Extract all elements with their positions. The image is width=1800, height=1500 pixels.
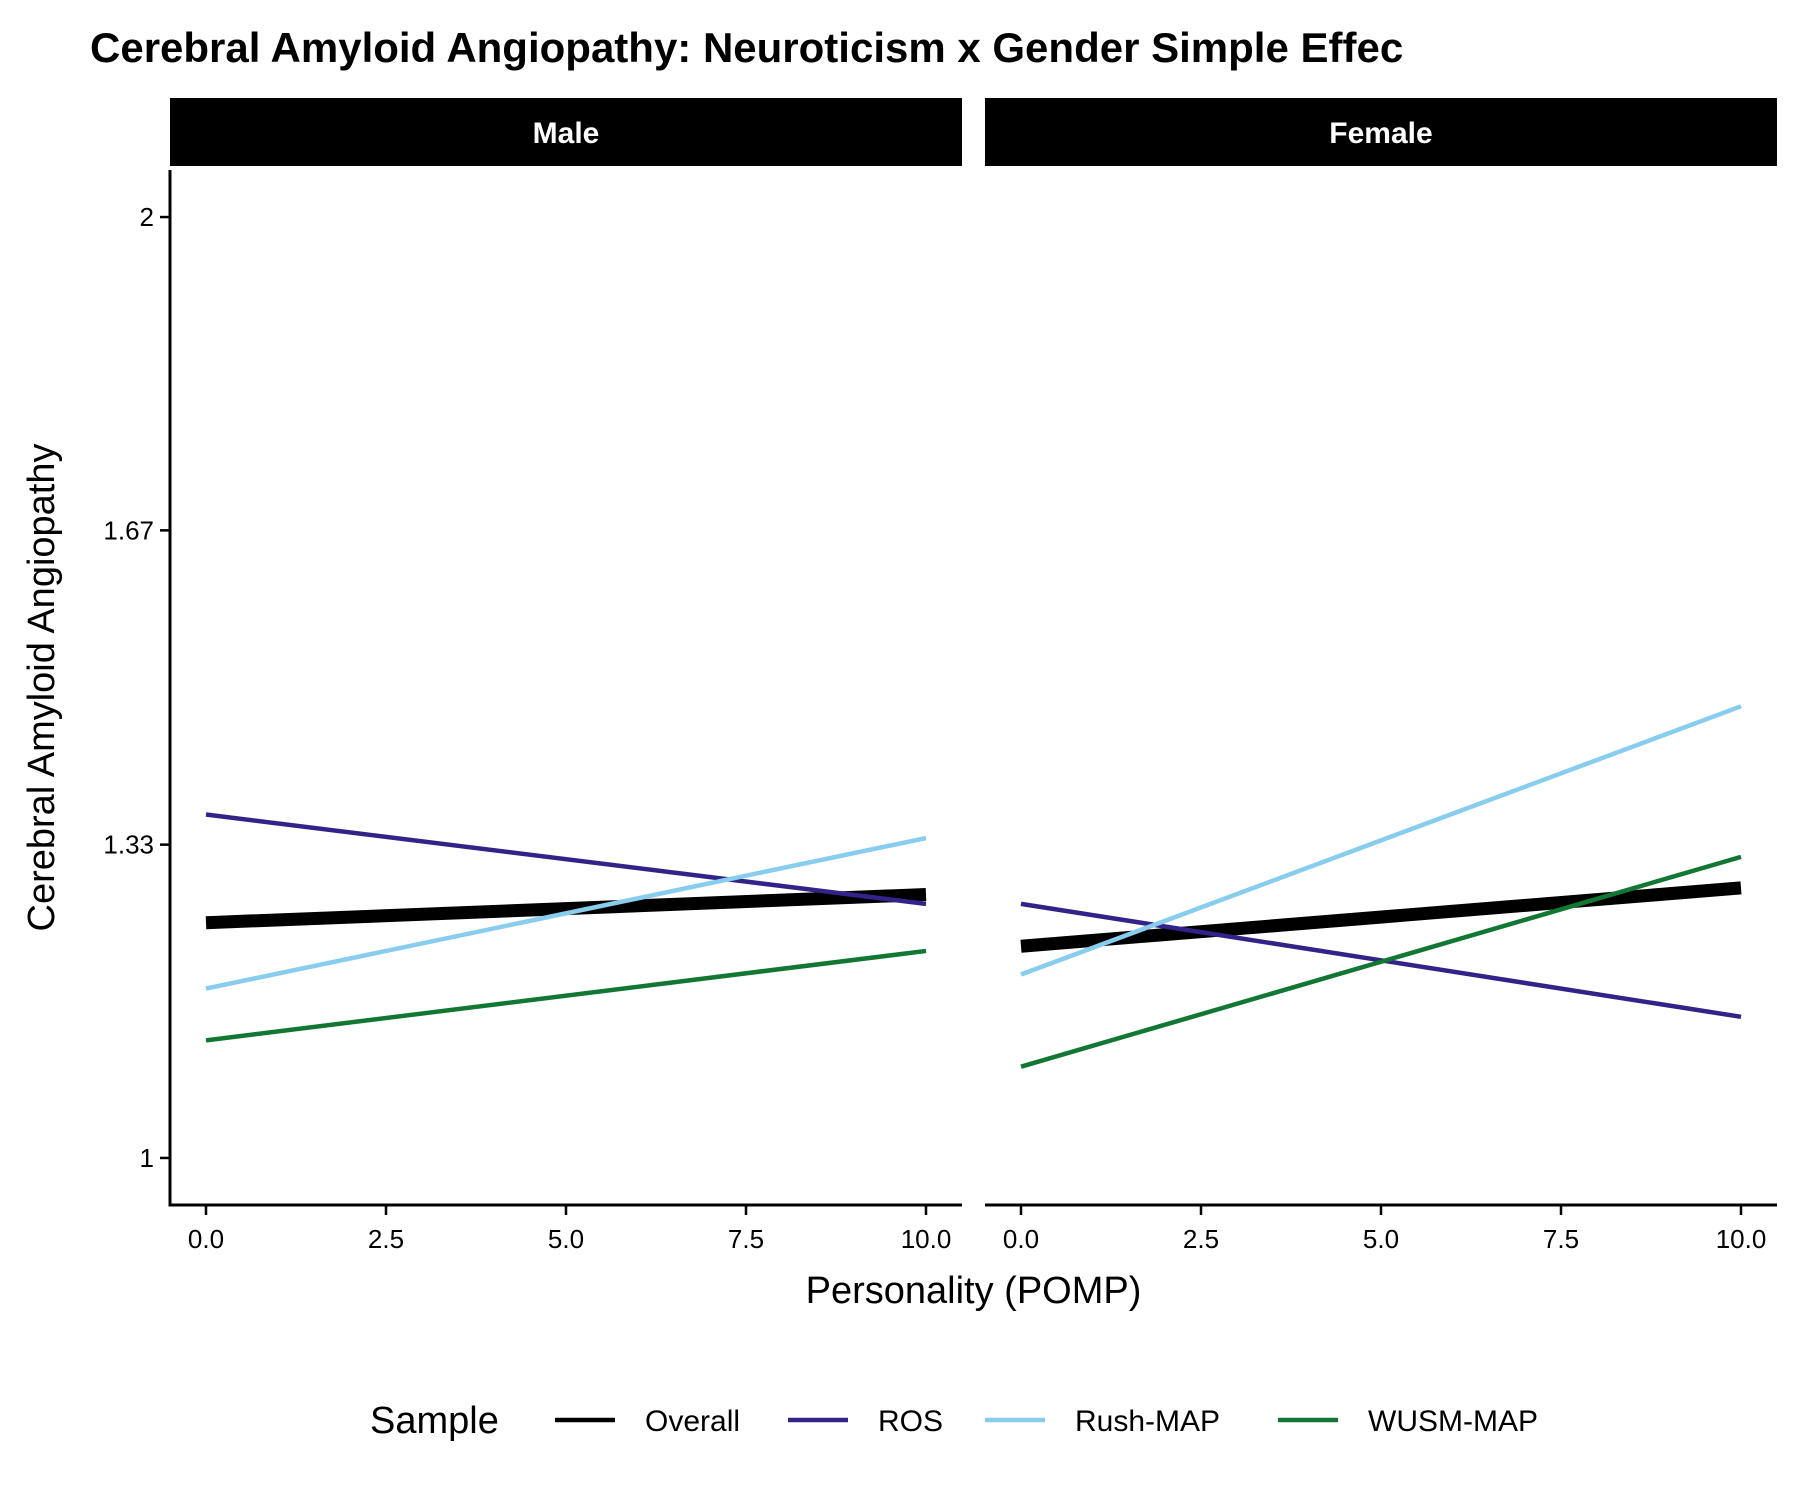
series-line-overall <box>205 888 927 930</box>
chart-title: Cerebral Amyloid Angiopathy: Neuroticism… <box>90 24 1403 71</box>
x-axis-title: Personality (POMP) <box>806 1270 1142 1312</box>
series-line-rush-map <box>205 835 927 991</box>
series-line-wusm-map <box>205 948 927 1043</box>
facet-strip <box>170 98 962 166</box>
legend-item-ros: ROS <box>788 1405 943 1438</box>
legend-label: Rush-MAP <box>1075 1405 1220 1438</box>
x-tick-label: 2.5 <box>368 1224 404 1254</box>
legend-item-wusm-map: WUSM-MAP <box>1278 1405 1538 1438</box>
panel-male: Male 0.0 2.5 5.0 7.5 10.0 <box>170 98 962 1254</box>
x-tick-label: 7.5 <box>1543 1224 1579 1254</box>
series-line-wusm-map <box>1020 854 1742 1069</box>
legend-label: ROS <box>878 1405 943 1438</box>
x-tick-label: 2.5 <box>1183 1224 1219 1254</box>
legend-item-rush-map: Rush-MAP <box>985 1405 1220 1438</box>
legend-item-overall: Overall <box>555 1405 740 1438</box>
legend-title: Sample <box>370 1400 499 1442</box>
series-line-ros <box>205 812 927 907</box>
y-tick-label: 1.67 <box>103 515 154 545</box>
facet-strip <box>985 98 1777 166</box>
y-tick-label: 1 <box>140 1143 154 1173</box>
legend: Sample Overall ROS Rush-MAP WUSM-MAP <box>370 1400 1538 1442</box>
legend-label: Overall <box>645 1405 740 1438</box>
legend-label: WUSM-MAP <box>1368 1405 1538 1438</box>
x-tick-label: 10.0 <box>1716 1224 1767 1254</box>
y-tick-label: 2 <box>140 202 154 232</box>
x-tick-label: 0.0 <box>1003 1224 1039 1254</box>
y-axis-title: Cerebral Amyloid Angiopathy <box>21 444 63 932</box>
x-tick-label: 0.0 <box>188 1224 224 1254</box>
series-line-overall <box>1020 881 1742 953</box>
x-tick-label: 5.0 <box>1363 1224 1399 1254</box>
facet-strip-label: Female <box>1329 117 1432 150</box>
x-tick-label: 10.0 <box>901 1224 952 1254</box>
facet-strip-label: Male <box>533 117 600 150</box>
x-tick-label: 5.0 <box>548 1224 584 1254</box>
panel-female: Female 0.0 2.5 5.0 7.5 10.0 <box>985 98 1777 1254</box>
series-line-rush-map <box>1020 704 1742 977</box>
x-tick-label: 7.5 <box>728 1224 764 1254</box>
y-tick-label: 1.33 <box>103 830 154 860</box>
